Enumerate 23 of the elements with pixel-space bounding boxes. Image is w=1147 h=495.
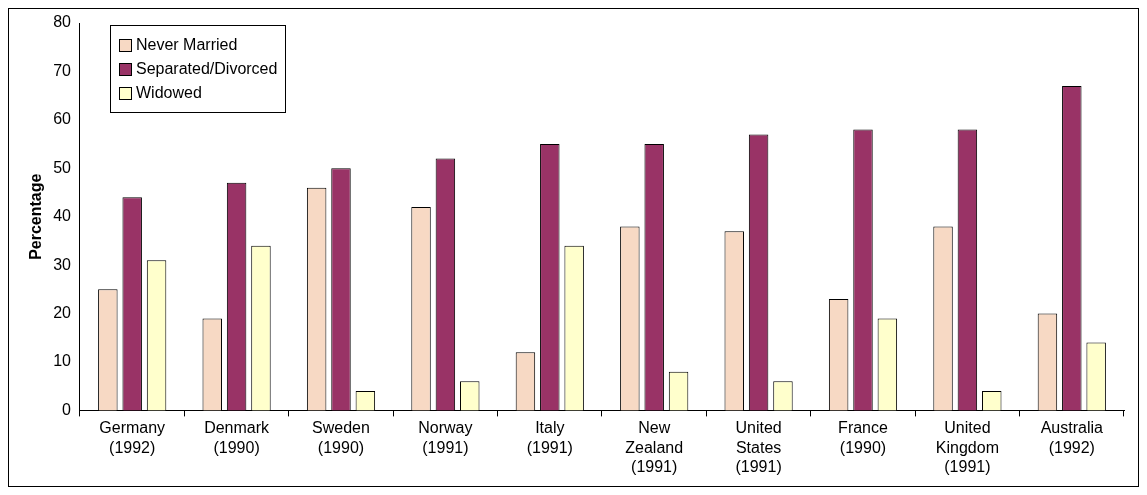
y-tick-label: 10 bbox=[53, 352, 72, 370]
x-tick-label: United Kingdom (1991) bbox=[935, 419, 999, 475]
y-axis-title: Percentage bbox=[27, 173, 45, 260]
x-tick-label: Australia (1992) bbox=[1040, 419, 1104, 456]
legend-label: Separated/Divorced bbox=[135, 60, 278, 78]
y-tick-label: 70 bbox=[53, 61, 72, 79]
y-tick-label: 30 bbox=[53, 255, 72, 273]
y-tick-label: 60 bbox=[53, 110, 72, 128]
x-tick-label: Germany (1992) bbox=[99, 419, 166, 456]
y-tick-label: 80 bbox=[53, 13, 72, 31]
x-tick-label: Denmark (1990) bbox=[204, 419, 271, 456]
x-tick-label: New Zealand (1991) bbox=[625, 419, 684, 475]
y-tick-label: 50 bbox=[53, 158, 72, 176]
legend-label: Never Married bbox=[135, 36, 238, 54]
x-tick-label: Sweden (1990) bbox=[312, 419, 370, 456]
x-tick-label: United States (1991) bbox=[735, 419, 782, 475]
y-tick-label: 20 bbox=[53, 303, 72, 321]
x-tick-label: Italy (1991) bbox=[526, 419, 573, 456]
x-tick-label: Norway (1991) bbox=[418, 419, 473, 456]
legend-label: Widowed bbox=[135, 84, 202, 102]
x-tick-label: France (1990) bbox=[838, 419, 888, 456]
y-tick-label: 40 bbox=[53, 207, 72, 225]
y-tick-label: 0 bbox=[62, 400, 72, 418]
